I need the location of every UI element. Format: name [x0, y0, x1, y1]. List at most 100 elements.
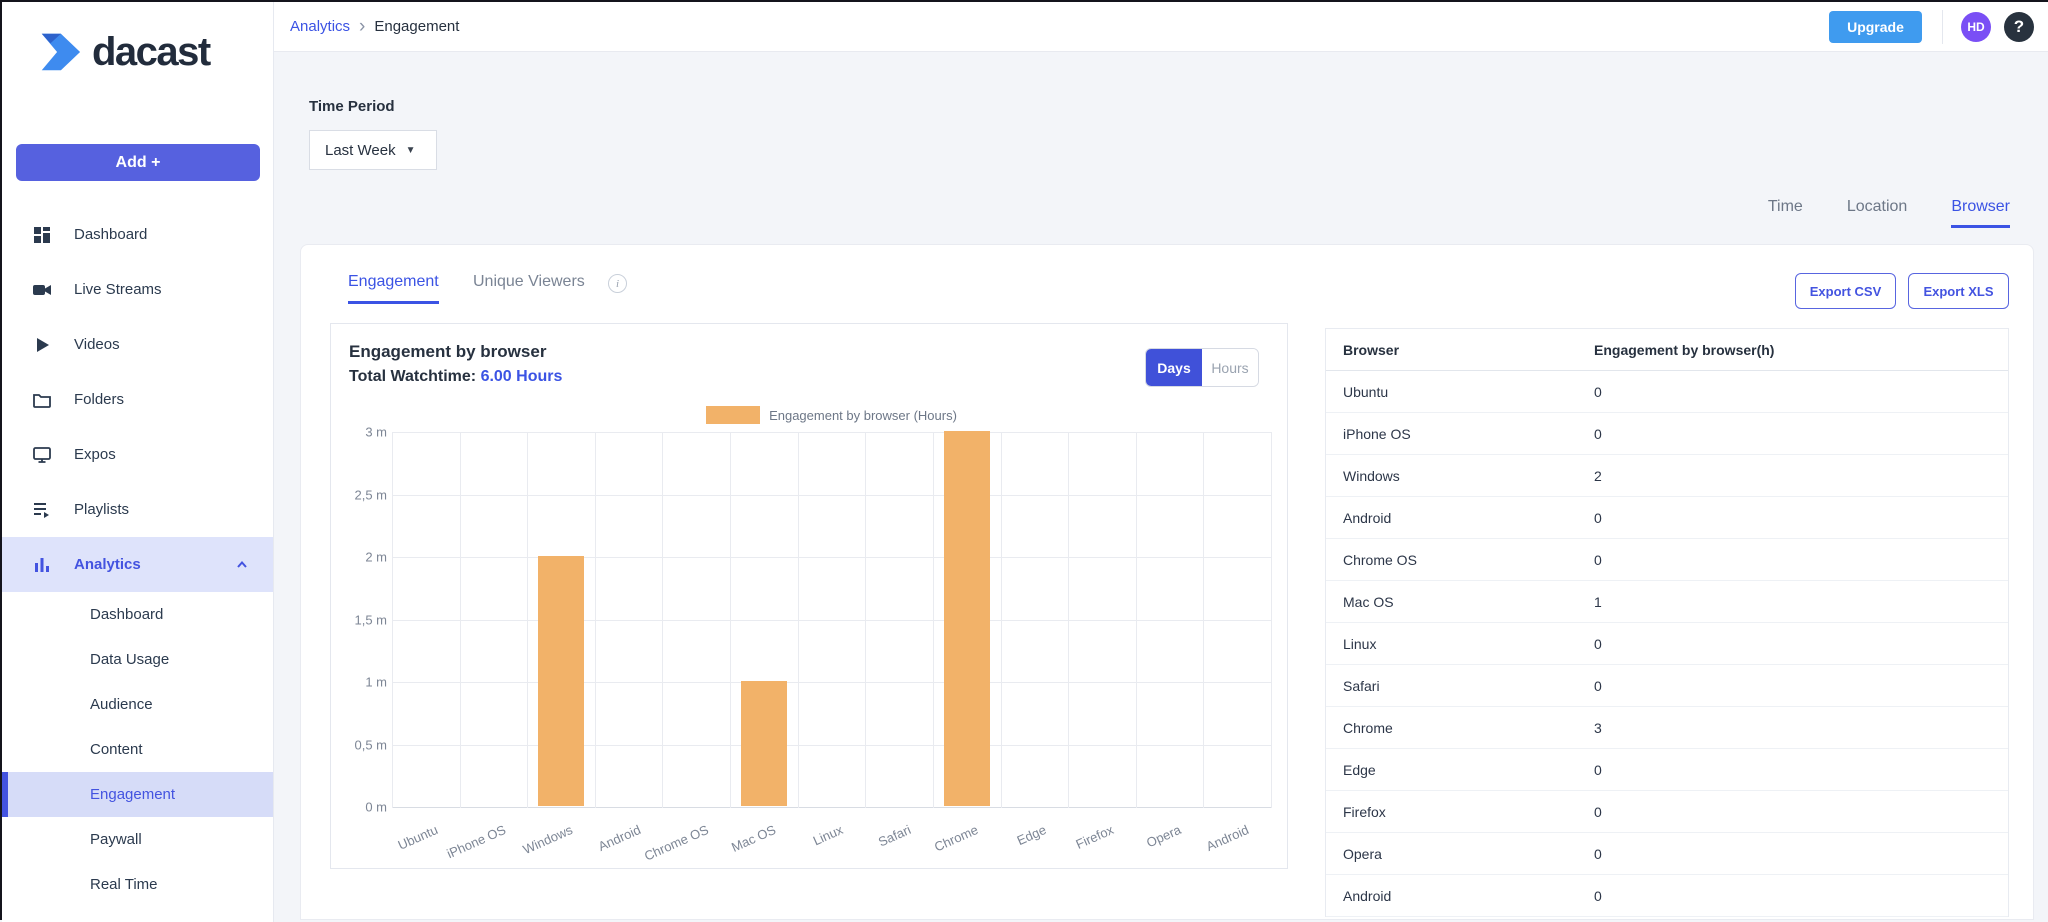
table-cell-value: 0: [1594, 887, 1602, 904]
table-row: Android 0: [1326, 497, 2008, 539]
table-cell-browser: Chrome: [1343, 719, 1393, 736]
table-cell-value: 0: [1594, 551, 1602, 568]
table-cell-browser: Safari: [1343, 677, 1380, 694]
sidebar-subitem-dashboard[interactable]: Dashboard: [2, 592, 273, 637]
bar-mac-os[interactable]: [740, 681, 787, 806]
gridline-x: [932, 432, 934, 808]
breadcrumb-chevron-icon: ›: [359, 16, 366, 37]
y-tick-label: 1 m: [365, 674, 387, 690]
sidebar-item-label: Playlists: [74, 501, 130, 518]
tab-engagement[interactable]: Engagement: [348, 273, 439, 304]
help-icon[interactable]: ?: [2004, 11, 2034, 42]
table-row: Mac OS 1: [1326, 581, 2008, 623]
sidebar-item-label: Expos: [74, 446, 116, 463]
breadcrumb-current: Engagement: [374, 18, 460, 35]
table-row: Chrome 3: [1326, 707, 2008, 749]
x-tick-label: Firefox: [1073, 822, 1117, 852]
table-row: Windows 2: [1326, 455, 2008, 497]
dashboard-icon: [32, 225, 52, 245]
sidebar-subitem-audience[interactable]: Audience: [2, 682, 273, 727]
sidebar-item-playlists[interactable]: Playlists: [2, 482, 273, 537]
table-row: Opera 0: [1326, 833, 2008, 875]
sidebar-subitem-real-time[interactable]: Real Time: [2, 862, 273, 907]
legend-swatch: [706, 406, 761, 424]
table-cell-browser: Windows: [1343, 467, 1400, 484]
table-header-browser: Browser: [1343, 341, 1400, 358]
table-cell-value: 0: [1594, 761, 1602, 778]
sidebar-item-videos[interactable]: Videos: [2, 317, 273, 372]
y-tick-label: 2,5 m: [354, 487, 387, 502]
breadcrumb-analytics-link[interactable]: Analytics: [290, 18, 351, 35]
table-cell-value: 0: [1594, 383, 1602, 400]
table-cell-value: 3: [1594, 719, 1602, 736]
table-cell-value: 0: [1594, 425, 1602, 442]
table-row: Ubuntu 0: [1326, 371, 2008, 413]
view-tabs: Time Location Browser: [1768, 198, 2010, 228]
top-bar: Analytics › Engagement Upgrade HD ?: [274, 2, 2048, 52]
sidebar-item-live-streams[interactable]: Live Streams: [2, 262, 273, 317]
time-period-dropdown[interactable]: Last Week ▼: [309, 130, 437, 170]
expos-icon: [32, 445, 52, 465]
time-period-value: Last Week: [325, 141, 396, 159]
sidebar-item-label: Analytics: [74, 556, 141, 573]
sidebar-subitem-engagement[interactable]: Engagement: [2, 772, 273, 817]
table-cell-value: 0: [1594, 509, 1602, 526]
sidebar-subitem-label: Real Time: [90, 876, 158, 893]
bar-chrome[interactable]: [943, 431, 990, 806]
gridline-x: [1271, 432, 1272, 808]
table-cell-value: 0: [1594, 635, 1602, 652]
sidebar-item-folders[interactable]: Folders: [2, 372, 273, 427]
export-csv-button[interactable]: Export CSV: [1795, 273, 1896, 309]
sidebar-subitem-paywall[interactable]: Paywall: [2, 817, 273, 862]
sidebar-subitem-label: Data Usage: [90, 651, 170, 668]
info-icon[interactable]: i: [608, 274, 627, 293]
sidebar-subitem-label: Dashboard: [90, 606, 164, 623]
bar-chart: 0 m 0,5 m 1 m 1,5 m 2 m 2,5 m 3 m Ubuntu iPhone …: [354, 425, 1272, 864]
avatar[interactable]: HD: [1961, 11, 1991, 42]
sidebar-item-label: Live Streams: [74, 281, 162, 298]
tab-unique-viewers[interactable]: Unique Viewers: [473, 273, 585, 290]
gridline-y-2 m: [392, 557, 1271, 558]
table-row: Edge 0: [1326, 749, 2008, 791]
analytics-card: Engagement Unique Viewers i Export CSV E…: [300, 244, 2034, 920]
gridline-x: [392, 432, 393, 808]
sidebar-item-analytics[interactable]: Analytics: [2, 537, 273, 592]
y-tick-label: 1,5 m: [354, 612, 387, 627]
sidebar-subitem-data-usage[interactable]: Data Usage: [2, 637, 273, 682]
upgrade-button[interactable]: Upgrade: [1829, 10, 1922, 43]
export-xls-button[interactable]: Export XLS: [1908, 273, 2009, 309]
sidebar-subitem-label: Paywall: [90, 831, 142, 848]
sidebar-item-dashboard[interactable]: Dashboard: [2, 207, 273, 262]
view-tab-time[interactable]: Time: [1767, 198, 1803, 215]
table-cell-browser: Mac OS: [1343, 593, 1394, 610]
y-tick-label: 2 m: [365, 549, 387, 565]
time-period-label: Time Period: [309, 98, 395, 115]
table-cell-browser: Chrome OS: [1343, 551, 1417, 568]
x-tick-label: Chrome OS: [641, 822, 711, 864]
table-cell-browser: iPhone OS: [1343, 425, 1411, 442]
table-cell-browser: Linux: [1343, 635, 1377, 652]
view-tab-browser[interactable]: Browser: [1951, 198, 2010, 228]
sidebar-subitem-content[interactable]: Content: [2, 727, 273, 772]
gridline-x: [1203, 432, 1205, 808]
table-header-engagement: Engagement by browser(h): [1594, 341, 1775, 358]
bar-windows[interactable]: [538, 556, 585, 806]
y-tick-label: 3 m: [365, 424, 387, 440]
table-cell-browser: Edge: [1343, 761, 1376, 778]
total-watchtime: Total Watchtime: 6.00 Hours: [349, 368, 562, 386]
table-row: Android 0: [1326, 875, 2008, 917]
toggle-hours-button[interactable]: Hours: [1202, 349, 1258, 386]
gridline-y-0,5 m: [392, 744, 1271, 746]
y-tick-label: 0,5 m: [354, 737, 387, 752]
gridline-x: [797, 432, 799, 808]
toggle-days-button[interactable]: Days: [1146, 349, 1202, 386]
sidebar-item-expos[interactable]: Expos: [2, 427, 273, 482]
add-button[interactable]: Add +: [16, 144, 260, 181]
gridline-x: [1068, 432, 1070, 808]
x-tick-label: Chrome: [932, 822, 981, 855]
x-tick-label: Windows: [520, 822, 576, 858]
chart-panel: Engagement by browser Total Watchtime: 6…: [330, 323, 1288, 869]
x-tick-label: Safari: [876, 822, 914, 850]
view-tab-location[interactable]: Location: [1846, 198, 1908, 215]
x-tick-label: Edge: [1014, 822, 1049, 849]
